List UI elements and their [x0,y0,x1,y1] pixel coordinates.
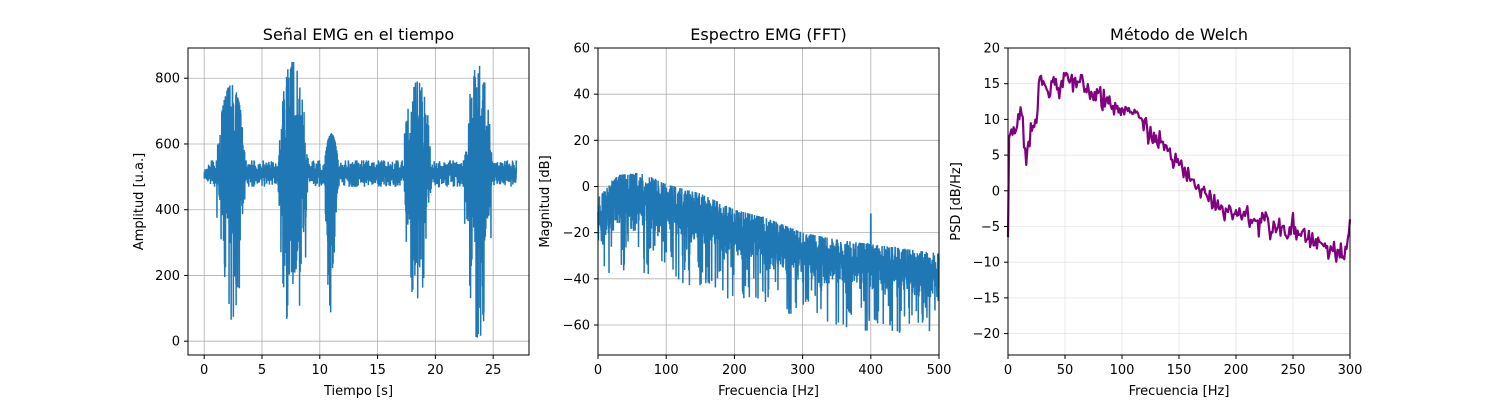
y-tick-label: −10 [973,256,1000,271]
y-tick-label: 60 [573,42,590,57]
x-tick-label: 0 [1004,363,1012,378]
x-axis-label: Tiempo [s] [323,384,393,399]
y-tick-label: 5 [992,149,1000,164]
x-tick-label: 300 [790,363,815,378]
y-tick-label: −20 [563,226,590,241]
x-tick-label: 5 [258,363,266,378]
x-tick-label: 25 [485,363,502,378]
y-axis-label: Magnitud [dB] [538,155,553,247]
series-fft-magnitude [597,172,940,333]
panel-fft-spectrum: 0 100 200 300 400 500 −60 −40 −20 0 20 40 60 Espectr… [538,25,951,399]
welch-psd-trace [1006,71,1352,263]
x-tick-label: 50 [1057,363,1074,378]
y-tick-label: 0 [172,335,180,350]
y-tick-label: 200 [155,269,180,284]
x-axis-label: Frecuencia [Hz] [1129,384,1230,399]
y-tick-label: 20 [573,134,590,149]
y-tick-label: 400 [155,203,180,218]
x-tick-label: 200 [722,363,747,378]
chart-title: Señal EMG en el tiempo [263,25,454,44]
y-tick-label: 20 [983,42,1000,57]
x-tick-label: 0 [200,363,208,378]
y-tick-label: −5 [981,220,1000,235]
y-tick-label: 40 [573,88,590,103]
x-tick-label: 500 [927,363,952,378]
y-tick-label: 800 [155,72,180,87]
y-tick-label: 0 [582,180,590,195]
x-axis-label: Frecuencia [Hz] [718,384,819,399]
series-welch-psd [1006,71,1352,263]
chart-title: Método de Welch [1110,25,1248,44]
y-axis-label: Amplitud [u.a.] [132,153,147,250]
y-tick-label: 10 [983,113,1000,128]
panel-time-signal: 0 5 10 15 20 25 0 200 400 600 800 Señal EMG en el … [132,25,530,399]
x-tick-label: 10 [312,363,329,378]
panel-welch-psd: 0 50 100 150 200 250 300 −20 −15 −10 −5 0 5 10 15 20 Mé… [949,25,1362,399]
x-tick-label: 100 [654,363,679,378]
y-tick-label: 15 [983,77,1000,92]
y-tick-label: 600 [155,137,180,152]
y-tick-label: −40 [563,272,590,287]
fft-trace [597,172,940,333]
chart-title: Espectro EMG (FFT) [690,25,846,44]
y-tick-label: −20 [973,327,1000,342]
series-emg-time [203,61,518,338]
axes-frame [187,47,530,356]
y-axis-label: PSD [dB/Hz] [949,162,964,241]
axes-frame [597,47,940,356]
y-tick-label: −60 [563,318,590,333]
x-tick-label: 150 [1167,363,1192,378]
x-tick-label: 15 [369,363,386,378]
x-tick-label: 100 [1110,363,1135,378]
x-tick-label: 0 [594,363,602,378]
y-tick-label: 0 [992,184,1000,199]
x-tick-label: 20 [427,363,444,378]
emg-trace [203,61,518,338]
x-tick-label: 400 [858,363,883,378]
x-tick-label: 300 [1338,363,1363,378]
y-tick-label: −15 [973,291,1000,306]
x-tick-label: 250 [1281,363,1306,378]
x-tick-label: 200 [1224,363,1249,378]
